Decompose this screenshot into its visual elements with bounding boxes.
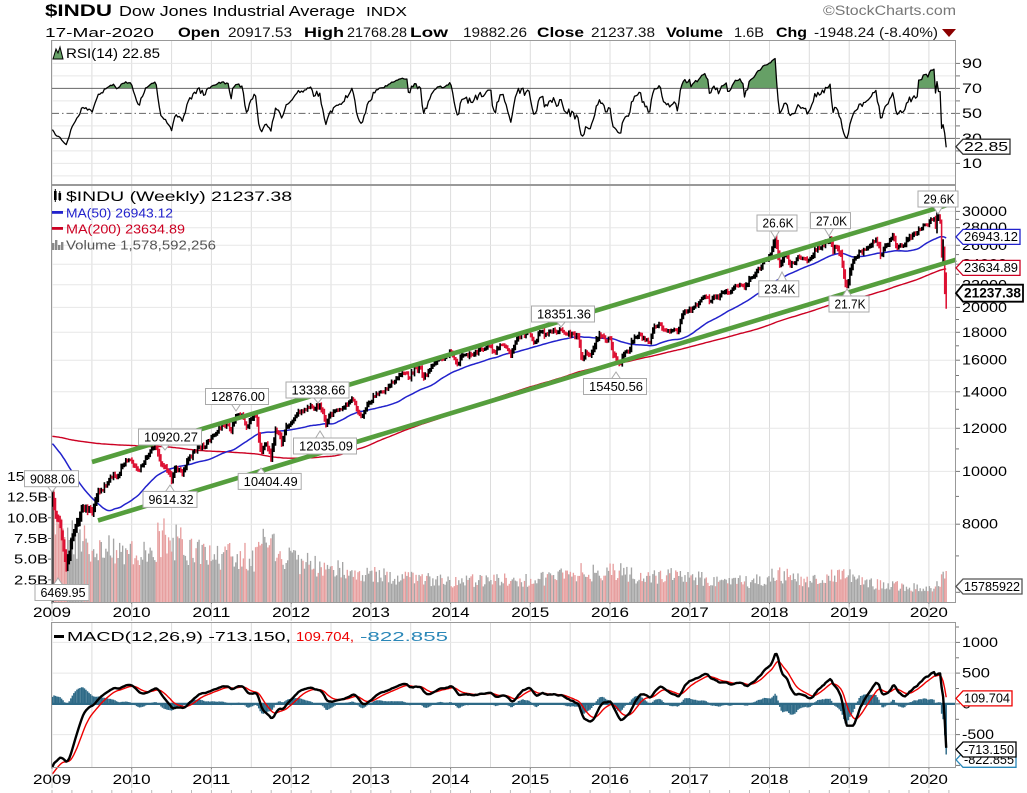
- svg-text:Volume: Volume: [666, 25, 724, 40]
- svg-text:17-Mar-2020: 17-Mar-2020: [45, 25, 154, 40]
- svg-text:20917.53: 20917.53: [228, 25, 292, 40]
- svg-text:-822.855: -822.855: [360, 629, 448, 644]
- svg-text:500: 500: [962, 666, 990, 681]
- svg-text:2018: 2018: [751, 772, 789, 787]
- svg-text:12000: 12000: [962, 421, 1007, 436]
- svg-text:Close: Close: [537, 25, 585, 40]
- svg-text:-500: -500: [962, 727, 994, 742]
- svg-text:-713.150: -713.150: [964, 743, 1014, 757]
- svg-text:-1948.24 (-8.40%): -1948.24 (-8.40%): [814, 25, 938, 40]
- svg-text:INDX: INDX: [366, 5, 408, 19]
- svg-text:2020: 2020: [910, 772, 948, 787]
- svg-text:29.6K: 29.6K: [924, 193, 956, 207]
- svg-text:2.5B: 2.5B: [14, 572, 48, 587]
- svg-text:23634.89: 23634.89: [964, 261, 1018, 275]
- svg-text:Low: Low: [410, 25, 449, 40]
- svg-text:2014: 2014: [432, 772, 471, 787]
- svg-text:21237.38: 21237.38: [964, 286, 1021, 301]
- svg-text:18000: 18000: [962, 325, 1007, 340]
- svg-text:9614.32: 9614.32: [149, 493, 194, 507]
- svg-text:26.6K: 26.6K: [763, 217, 795, 231]
- svg-text:2015: 2015: [511, 605, 549, 620]
- svg-text:1000: 1000: [962, 635, 998, 650]
- svg-text:2014: 2014: [432, 605, 471, 620]
- svg-text:2016: 2016: [591, 772, 629, 787]
- svg-text:2019: 2019: [830, 772, 868, 787]
- svg-text:27.0K: 27.0K: [816, 214, 848, 228]
- svg-text:70: 70: [962, 81, 982, 96]
- svg-text:10920.27: 10920.27: [144, 431, 198, 445]
- svg-text:10.0B: 10.0B: [7, 510, 48, 525]
- svg-text:23.4K: 23.4K: [764, 283, 796, 297]
- svg-text:RSI(14) 22.85: RSI(14) 22.85: [66, 46, 160, 61]
- svg-text:2012: 2012: [272, 605, 310, 620]
- svg-text:2017: 2017: [671, 605, 709, 620]
- svg-text:2013: 2013: [352, 772, 390, 787]
- svg-text:2011: 2011: [192, 605, 230, 620]
- svg-text:15785922: 15785922: [964, 580, 1020, 594]
- svg-text:Dow Jones Industrial Average: Dow Jones Industrial Average: [119, 3, 355, 20]
- svg-text:1.6B: 1.6B: [734, 25, 764, 40]
- svg-text:8000: 8000: [962, 517, 998, 532]
- svg-text:2010: 2010: [113, 772, 151, 787]
- svg-text:High: High: [304, 25, 344, 40]
- svg-text:2012: 2012: [272, 772, 310, 787]
- svg-text:12.5B: 12.5B: [7, 490, 48, 505]
- svg-text:21237.38: 21237.38: [591, 25, 655, 40]
- svg-text:20000: 20000: [962, 300, 1007, 315]
- svg-text:12876.00: 12876.00: [211, 390, 265, 404]
- svg-text:2019: 2019: [830, 605, 868, 620]
- svg-text:16000: 16000: [962, 353, 1007, 368]
- svg-text:©StockCharts.com: ©StockCharts.com: [823, 3, 956, 18]
- svg-text:7.5B: 7.5B: [14, 531, 48, 546]
- svg-text:109.704: 109.704: [964, 692, 1010, 706]
- svg-text:18351.36: 18351.36: [537, 308, 591, 322]
- svg-text:2011: 2011: [192, 772, 230, 787]
- svg-text:13338.66: 13338.66: [292, 384, 346, 398]
- svg-text:2010: 2010: [113, 605, 151, 620]
- svg-text:2016: 2016: [591, 605, 629, 620]
- svg-text:2020: 2020: [910, 605, 948, 620]
- svg-text:6469.95: 6469.95: [41, 586, 86, 600]
- svg-text:5.0B: 5.0B: [14, 552, 48, 567]
- svg-text:2018: 2018: [751, 605, 789, 620]
- svg-text:14000: 14000: [962, 384, 1007, 399]
- svg-text:15450.56: 15450.56: [589, 380, 643, 394]
- svg-text:12035.09: 12035.09: [299, 440, 353, 454]
- svg-text:19882.26: 19882.26: [463, 25, 527, 40]
- svg-text:10000: 10000: [962, 464, 1007, 479]
- svg-text:$INDU (Weekly) 21237.38: $INDU (Weekly) 21237.38: [66, 188, 292, 204]
- svg-text:2015: 2015: [511, 772, 549, 787]
- svg-text:$INDU: $INDU: [45, 1, 112, 20]
- svg-text:Volume 1,578,592,256: Volume 1,578,592,256: [66, 238, 216, 253]
- svg-text:9088.06: 9088.06: [30, 472, 75, 486]
- svg-text:MACD(12,26,9) -713.150,: MACD(12,26,9) -713.150,: [67, 629, 291, 644]
- svg-text:2009: 2009: [33, 772, 71, 787]
- svg-text:Chg: Chg: [776, 25, 807, 40]
- svg-text:21.7K: 21.7K: [835, 298, 867, 312]
- svg-text:109.704,: 109.704,: [296, 629, 354, 644]
- svg-text:90: 90: [962, 56, 982, 71]
- svg-text:50: 50: [962, 106, 982, 121]
- svg-text:22.85: 22.85: [964, 140, 1008, 154]
- svg-text:MA(200) 23634.89: MA(200) 23634.89: [66, 222, 185, 237]
- svg-text:2017: 2017: [671, 772, 709, 787]
- svg-text:2009: 2009: [33, 605, 71, 620]
- svg-text:26943.12: 26943.12: [964, 230, 1018, 244]
- svg-text:30000: 30000: [962, 204, 1007, 219]
- svg-text:10: 10: [962, 156, 982, 171]
- svg-text:MA(50) 26943.12: MA(50) 26943.12: [66, 206, 173, 221]
- svg-text:2013: 2013: [352, 605, 390, 620]
- svg-text:10404.49: 10404.49: [244, 475, 298, 489]
- svg-text:21768.28: 21768.28: [347, 25, 407, 40]
- svg-text:Open: Open: [178, 25, 220, 40]
